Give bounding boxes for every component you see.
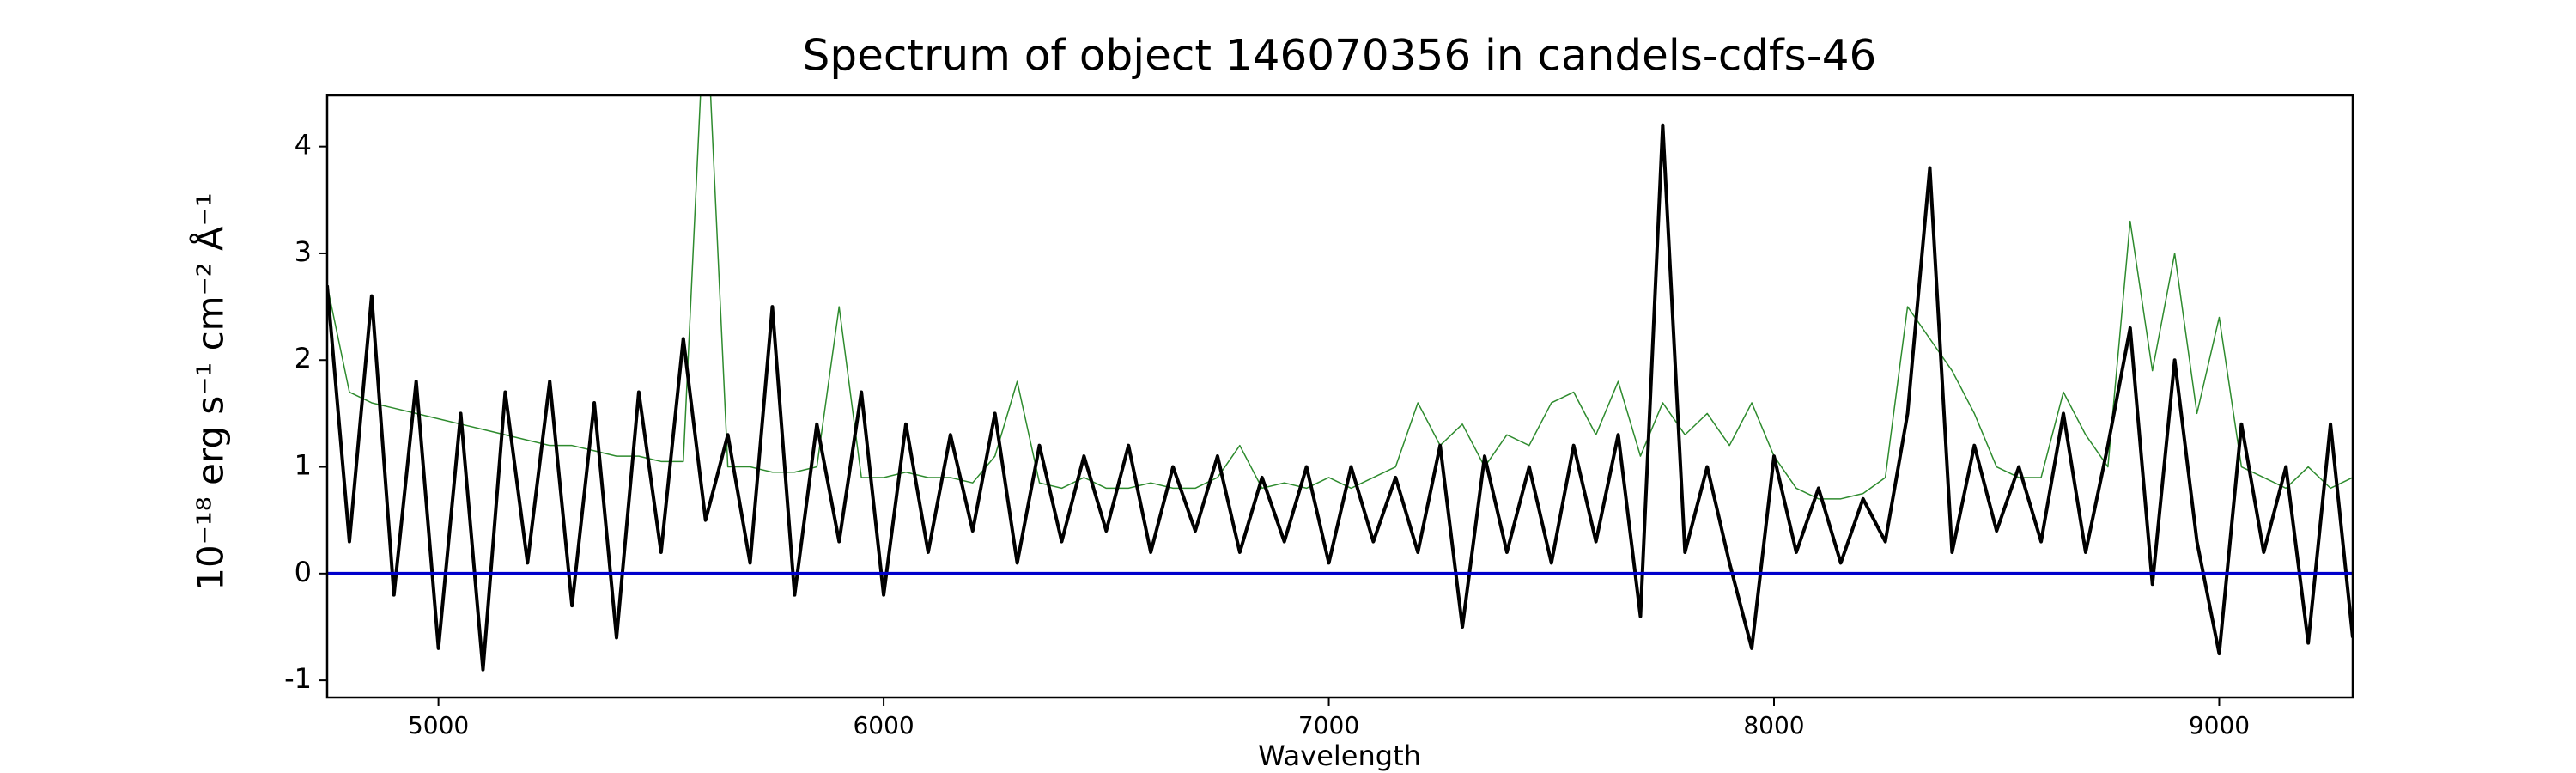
x-tick-label: 5000 xyxy=(408,711,469,740)
plot-area xyxy=(327,95,2353,672)
y-tick-label: -1 xyxy=(284,662,312,695)
y-tick-label: 2 xyxy=(295,342,312,374)
x-axis-label: Wavelength xyxy=(1258,740,1421,772)
y-tick-label: 0 xyxy=(295,556,312,588)
x-tick-label: 6000 xyxy=(853,711,914,740)
x-tick-label: 8000 xyxy=(1743,711,1804,740)
y-tick-label: 1 xyxy=(295,449,312,482)
spectrum-line xyxy=(327,123,2353,672)
y-axis-label: 10⁻¹⁸ erg s⁻¹ cm⁻² Å⁻¹ xyxy=(189,192,232,590)
y-tick-label: 3 xyxy=(295,235,312,268)
axes-frame xyxy=(325,94,2354,699)
y-tick-label: 4 xyxy=(295,129,312,161)
x-tick-label: 7000 xyxy=(1298,711,1359,740)
x-tick-label: 9000 xyxy=(2189,711,2250,740)
chart-title: Spectrum of object 146070356 in candels-… xyxy=(803,31,1877,81)
